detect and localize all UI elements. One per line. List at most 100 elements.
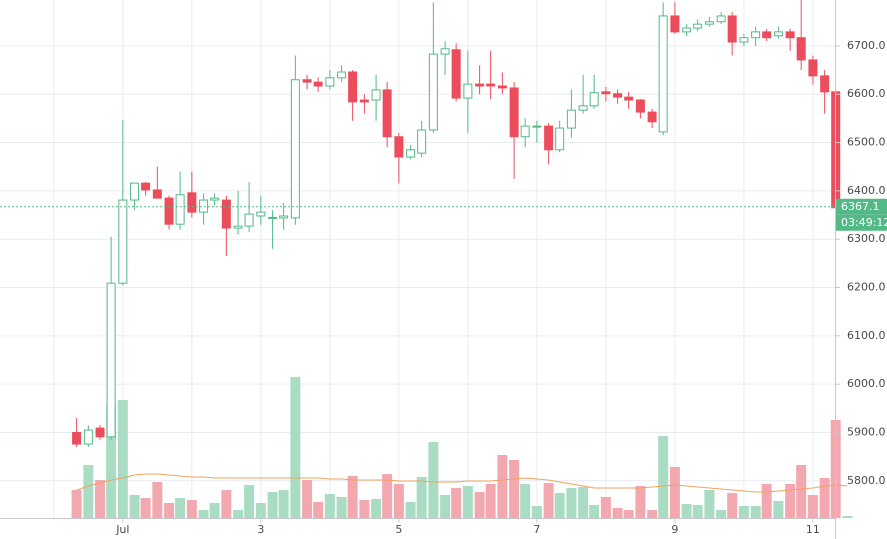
volume-bar <box>692 505 703 518</box>
volume-bar <box>290 377 301 518</box>
volume-bar <box>451 488 462 518</box>
y-tick-label: 6100.0 <box>847 329 886 342</box>
candle-body <box>739 37 749 43</box>
candle-body <box>451 49 461 99</box>
volume-bar <box>416 477 427 518</box>
candle-body <box>175 194 185 225</box>
candle-body <box>820 75 830 93</box>
volume-bar <box>578 487 589 518</box>
volume-bar <box>462 486 473 518</box>
volume-bar <box>554 493 565 518</box>
candle-body <box>199 199 209 213</box>
volume-bar <box>543 483 554 518</box>
countdown-label: 03:49:12 <box>841 216 887 229</box>
candle-body <box>440 48 450 55</box>
volume-bar <box>106 405 117 518</box>
candle-body <box>635 99 645 113</box>
candle-body <box>773 31 783 37</box>
volume-bar <box>117 400 128 518</box>
x-tick-label: 11 <box>806 523 820 536</box>
candle-body <box>555 127 565 151</box>
volume-bar <box>359 500 370 518</box>
candle-body <box>325 77 335 87</box>
x-tick-label: 5 <box>395 523 402 536</box>
candle-body <box>647 111 657 123</box>
volume-bar <box>531 506 542 518</box>
volume-bar <box>761 484 772 518</box>
candle-body <box>302 79 312 83</box>
volume-bar <box>140 498 151 518</box>
candle-body <box>290 79 300 219</box>
volume-bar <box>221 490 232 518</box>
candle-body <box>210 197 220 201</box>
volume-bar <box>255 503 266 518</box>
volume-bar <box>324 494 335 518</box>
volume-bar <box>313 502 324 518</box>
volume-bar <box>371 499 382 518</box>
candle-body <box>428 53 438 131</box>
candle-body <box>520 125 530 138</box>
candle-body <box>785 31 795 39</box>
candle-body <box>406 149 416 158</box>
x-tick-label: Jul <box>115 523 129 536</box>
candle-body <box>808 59 818 77</box>
volume-bar <box>393 484 404 518</box>
volume-bar <box>278 490 289 518</box>
x-tick-label: 3 <box>257 523 264 536</box>
y-tick-label: 6400.0 <box>847 184 886 197</box>
y-tick-label: 6000.0 <box>847 377 886 390</box>
volume-bar <box>83 465 94 518</box>
y-tick-label: 6700.0 <box>847 39 886 52</box>
volume-pane <box>71 377 853 518</box>
volume-bar <box>336 497 347 518</box>
volume-bar <box>750 506 761 518</box>
volume-bar <box>842 516 853 518</box>
candle-body <box>187 192 197 213</box>
volume-bar <box>773 501 784 518</box>
volume-bar <box>175 498 186 518</box>
volume-bar <box>600 497 611 518</box>
volume-bar <box>520 484 531 518</box>
candle-body <box>371 89 381 101</box>
volume-bar <box>405 502 416 518</box>
candle-body <box>624 96 634 101</box>
volume-bar <box>589 505 600 518</box>
candle-body <box>256 211 266 217</box>
volume-bar <box>785 484 796 518</box>
candle-body <box>268 216 278 219</box>
candle-body <box>118 199 128 284</box>
volume-bar <box>302 480 313 518</box>
candle-body <box>544 125 554 151</box>
candle-body <box>463 83 473 99</box>
candle-body <box>417 129 427 154</box>
volume-bar <box>647 510 658 518</box>
volume-bar <box>244 485 255 518</box>
candle-body <box>279 215 289 219</box>
candle-body <box>682 27 692 33</box>
candle-body <box>313 81 323 87</box>
candle-body <box>348 71 358 103</box>
candle-body <box>164 197 174 225</box>
volume-bar <box>71 490 82 518</box>
volume-bar <box>440 495 451 518</box>
volume-bar <box>485 484 496 518</box>
candle-body <box>141 182 151 191</box>
candle-body <box>244 213 254 227</box>
volume-bar <box>347 476 358 518</box>
candle-body <box>359 99 369 103</box>
candle-body <box>578 105 588 111</box>
volume-bar <box>716 510 727 518</box>
candle-body <box>670 15 680 33</box>
candle-body <box>152 189 162 199</box>
candle-body <box>106 282 116 438</box>
candle-body <box>95 427 105 438</box>
volume-bar <box>509 460 520 518</box>
candle-body <box>83 429 93 445</box>
y-tick-label: 5900.0 <box>847 425 886 438</box>
volume-bar <box>819 478 830 518</box>
candle-body <box>693 23 703 29</box>
candle-body <box>233 225 243 229</box>
last-price-box <box>836 198 887 215</box>
